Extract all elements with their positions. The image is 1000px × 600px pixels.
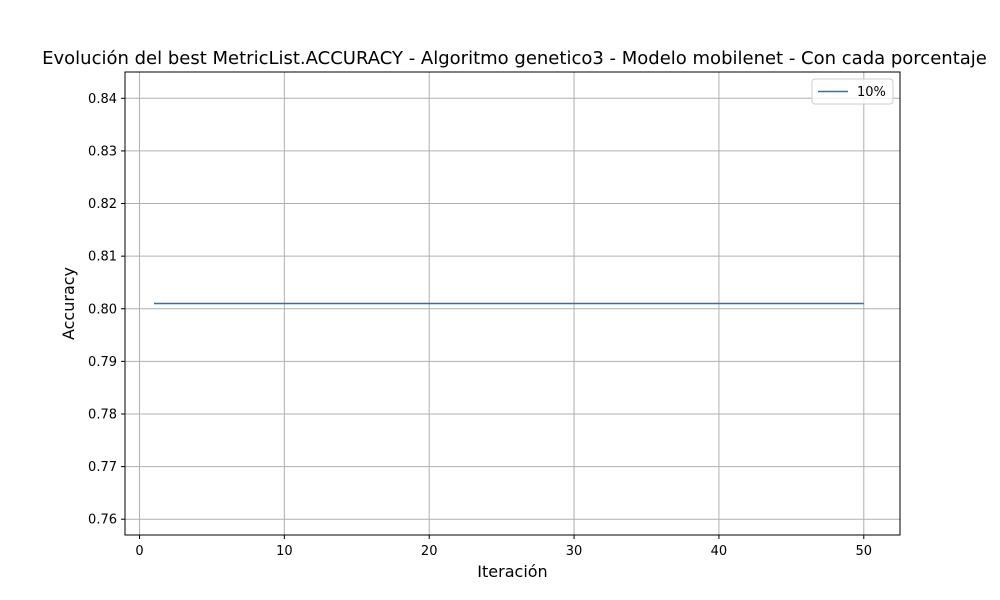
legend: 10% bbox=[811, 78, 894, 105]
y-axis-label: Accuracy bbox=[59, 267, 78, 340]
y-tick-label: 0.83 bbox=[88, 144, 117, 159]
x-tick-label: 0 bbox=[135, 544, 143, 559]
y-tick-label: 0.82 bbox=[88, 197, 117, 212]
chart-title: Evolución del best MetricList.ACCURACY -… bbox=[42, 48, 987, 69]
grid bbox=[125, 72, 900, 535]
x-tick-label: 50 bbox=[856, 544, 873, 559]
ticks: 0 10 20 30 40 50 0.76 0.77 0.78 0.79 0.80 0.81 0.82 0… bbox=[88, 92, 872, 559]
y-tick-label: 0.76 bbox=[88, 513, 117, 528]
y-tick-label: 0.79 bbox=[88, 355, 117, 370]
x-tick-label: 10 bbox=[276, 544, 293, 559]
x-tick-label: 40 bbox=[711, 544, 728, 559]
y-tick-label: 0.77 bbox=[88, 460, 117, 475]
y-tick-label: 0.78 bbox=[88, 407, 117, 422]
x-tick-label: 20 bbox=[421, 544, 438, 559]
y-tick-label: 0.80 bbox=[88, 302, 117, 317]
y-tick-label: 0.84 bbox=[88, 92, 117, 107]
plot-frame bbox=[124, 71, 901, 536]
legend-box bbox=[811, 78, 894, 105]
x-axis-label: Iteración bbox=[477, 562, 547, 581]
x-tick-label: 30 bbox=[566, 544, 583, 559]
legend-label: 10% bbox=[857, 85, 886, 100]
y-tick-label: 0.81 bbox=[88, 250, 117, 265]
